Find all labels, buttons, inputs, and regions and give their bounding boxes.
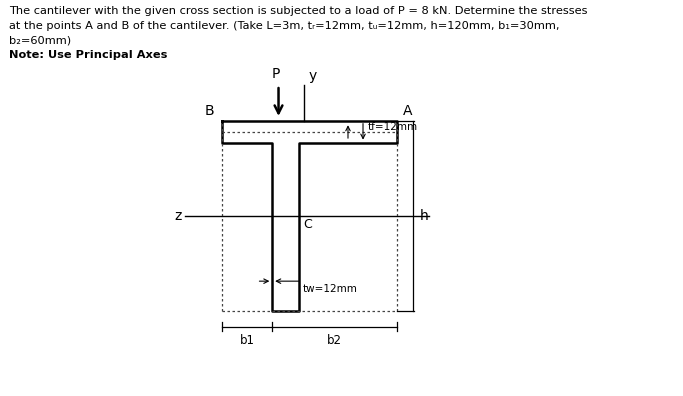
Text: C: C	[303, 218, 312, 231]
Text: b2: b2	[327, 334, 342, 347]
Text: tf=12mm: tf=12mm	[368, 122, 418, 132]
Text: The cantilever with the given cross section is subjected to a load of P = 8 kN. : The cantilever with the given cross sect…	[10, 6, 588, 16]
Text: at the points A and B of the cantilever. (Take L=3m, tᵣ=12mm, tᵤ=12mm, h=120mm, : at the points A and B of the cantilever.…	[10, 21, 560, 30]
Text: h: h	[419, 209, 428, 223]
Text: B: B	[205, 104, 214, 118]
Text: tw=12mm: tw=12mm	[303, 284, 357, 294]
Text: b₂=60mm): b₂=60mm)	[10, 35, 72, 45]
Text: A: A	[402, 104, 412, 118]
Text: b1: b1	[240, 334, 255, 347]
Text: P: P	[271, 67, 279, 81]
Text: z: z	[174, 209, 182, 223]
Text: y: y	[309, 69, 317, 83]
Text: Note: Use Principal Axes: Note: Use Principal Axes	[10, 50, 168, 60]
